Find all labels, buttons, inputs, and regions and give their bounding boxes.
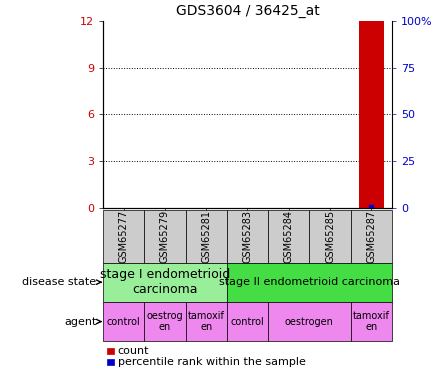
Text: GSM65279: GSM65279 (160, 210, 170, 263)
Text: GSM65287: GSM65287 (366, 210, 376, 263)
Text: tamoxif
en: tamoxif en (188, 311, 225, 332)
Text: GSM65285: GSM65285 (325, 210, 335, 263)
Text: agent: agent (64, 316, 96, 327)
Text: stage II endometrioid carcinoma: stage II endometrioid carcinoma (219, 277, 400, 287)
Text: oestrog
en: oestrog en (147, 311, 183, 332)
Text: GSM65283: GSM65283 (243, 210, 252, 263)
Text: oestrogen: oestrogen (285, 316, 334, 327)
Title: GDS3604 / 36425_at: GDS3604 / 36425_at (176, 4, 319, 18)
Text: percentile rank within the sample: percentile rank within the sample (118, 357, 306, 367)
Text: control: control (230, 316, 265, 327)
Text: count: count (118, 346, 149, 355)
Bar (359, 21, 384, 208)
Text: GSM65281: GSM65281 (201, 210, 211, 263)
Text: stage I endometrioid
carcinoma: stage I endometrioid carcinoma (100, 268, 230, 296)
Text: GSM65277: GSM65277 (119, 210, 129, 263)
Text: control: control (107, 316, 141, 327)
Text: tamoxif
en: tamoxif en (353, 311, 390, 332)
Text: GSM65284: GSM65284 (284, 210, 294, 263)
Text: disease state: disease state (22, 277, 96, 287)
